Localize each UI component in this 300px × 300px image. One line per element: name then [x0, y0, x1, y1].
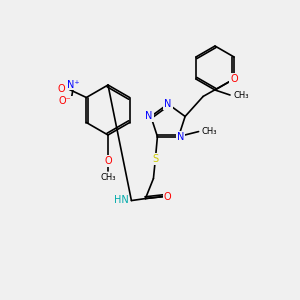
Text: O⁻: O⁻ — [59, 97, 72, 106]
Text: N: N — [164, 99, 172, 109]
Text: CH₃: CH₃ — [100, 172, 116, 182]
Text: O: O — [230, 74, 238, 84]
Text: N⁺: N⁺ — [67, 80, 80, 89]
Text: CH₃: CH₃ — [233, 91, 248, 100]
Text: N: N — [177, 132, 184, 142]
Text: CH₃: CH₃ — [202, 127, 217, 136]
Text: O: O — [104, 156, 112, 166]
Text: O: O — [58, 85, 65, 94]
Text: HN: HN — [114, 195, 128, 205]
Text: O: O — [164, 192, 171, 202]
Text: N: N — [145, 111, 153, 122]
Text: S: S — [152, 154, 158, 164]
